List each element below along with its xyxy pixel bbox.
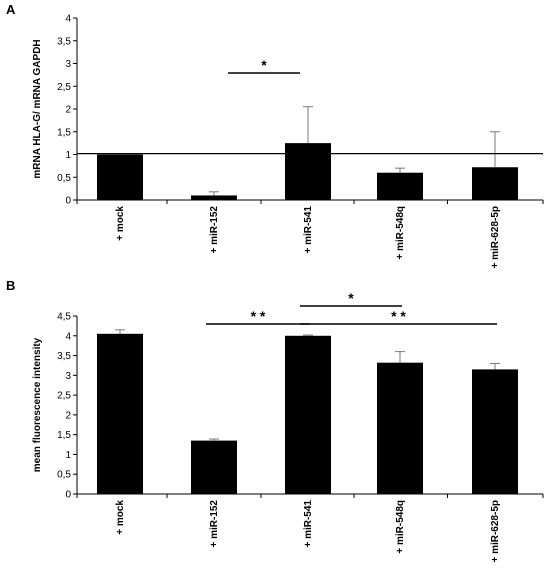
panel-b-y-axis-title: mean fluorescence intensity <box>32 337 43 472</box>
panel-a-letter: A <box>6 2 16 17</box>
panel-a-bar <box>377 172 423 200</box>
panel-b-letter: B <box>6 278 15 293</box>
panel-a-bar <box>191 195 237 200</box>
panel-b-chart: 0 0,5 1 1,5 2 2,5 3 3,5 4 4,5 mean fluorescence in… <box>32 290 544 563</box>
panel-a-y-tick-label: 3,5 <box>57 36 71 47</box>
panel-b-category-label: + mock <box>115 500 126 535</box>
panel-b-y-tick-label: 4 <box>65 331 71 342</box>
panel-a-y-tick-label: 0 <box>65 196 71 207</box>
panel-b-y-tick-label: 2,5 <box>57 391 71 402</box>
panel-b-y-tick-label: 3 <box>65 371 71 382</box>
panel-a-y-tick-label: 0,5 <box>57 173 71 184</box>
panel-b-significance-label: * * <box>251 308 266 324</box>
panel-a-y-tick-label: 1,5 <box>57 127 71 138</box>
panel-b-y-tick-label: 2 <box>65 410 71 421</box>
panel-b-y-tick-label: 1,5 <box>57 430 71 441</box>
panel-a-y-tick-label: 1 <box>65 150 71 161</box>
panel-a-category-label: + miR-548q <box>395 206 406 260</box>
panel-b-y-tick-label: 0,5 <box>57 470 71 481</box>
panel-a-category-label: + miR-628-5p <box>490 206 501 269</box>
panel-b-bar <box>191 440 237 494</box>
panel-b-y-tick-label: 4,5 <box>57 312 71 323</box>
panel-a-significance-label: * <box>261 57 267 73</box>
panel-a-y-tick-label: 2 <box>65 105 71 116</box>
panel-a-y-tick-label: 2,5 <box>57 82 71 93</box>
panel-b-y-tick-label: 3,5 <box>57 351 71 362</box>
panel-b-y-tick-label: 0 <box>65 490 71 501</box>
panel-b-y-tick-label: 1 <box>65 450 71 461</box>
panel-b-category-label: + miR-548q <box>395 500 406 554</box>
panel-a-y-tick-label: 4 <box>65 14 71 25</box>
panel-b-category-label: + miR-628-5p <box>490 500 501 563</box>
panel-a-bar <box>97 154 143 200</box>
panel-b-bar <box>97 333 143 494</box>
panel-a-bar <box>472 167 518 200</box>
panel-b-significance-label: * * <box>391 308 406 324</box>
panel-a-y-tick-label: 3 <box>65 59 71 70</box>
panel-b-bar <box>472 369 518 494</box>
panel-b-bar <box>377 362 423 494</box>
panel-b-bar <box>285 335 331 494</box>
panel-b-category-label: + miR-152 <box>209 500 220 548</box>
panel-a-category-label: + miR-152 <box>209 206 220 254</box>
panel-b-category-label: + miR-541 <box>303 500 314 548</box>
panel-a-y-axis-title: mRNA HLA-G/ mRNA GAPDH <box>32 39 43 178</box>
panel-a-bar <box>285 143 331 200</box>
panel-b-significance-label: * <box>348 290 354 306</box>
panel-a-chart: 0 0,5 1 1,5 2 2,5 3 3,5 4 mRNA HLA-G/ mRNA GAPDH +… <box>32 14 544 269</box>
panel-a-category-label: + mock <box>115 206 126 241</box>
panel-a-category-label: + miR-541 <box>303 206 314 254</box>
